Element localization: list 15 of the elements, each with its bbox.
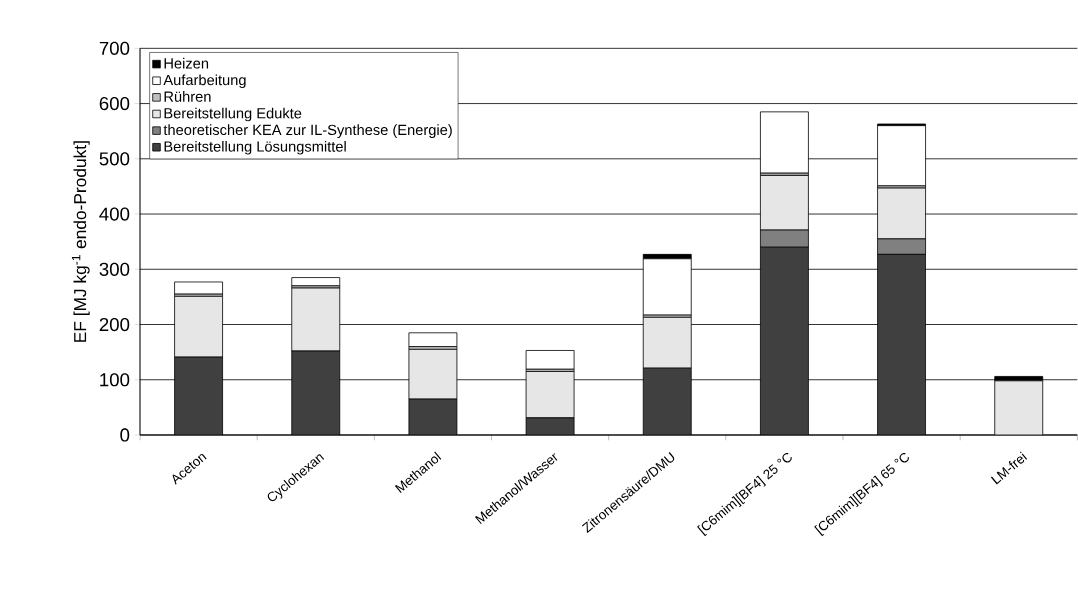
y-tick-label: 500 — [99, 152, 130, 166]
legend-label: Aufarbeitung — [163, 74, 246, 89]
y-tick-label: 100 — [100, 373, 130, 387]
y-tick-label: 400 — [99, 207, 130, 221]
y-tick-label: 600 — [99, 96, 130, 111]
legend-label: Bereitstellung Lösungsmittel — [164, 140, 346, 155]
legend-label: Rühren — [164, 91, 211, 102]
legend-label: Heizen — [164, 57, 209, 69]
y-tick-label: 300 — [99, 262, 130, 276]
y-tick-label: 700 — [99, 41, 130, 55]
legend-label: theoretischer KEA zur IL-Synthese (Energie) — [163, 124, 452, 138]
y-tick-label: 200 — [99, 317, 130, 332]
y-axis-title: EF [MJ kg$^{-1}$ endo-Produkt] — [71, 141, 90, 342]
y-tick-label: 0 — [120, 428, 130, 442]
legend-label: Bereitstellung Edukte — [164, 107, 302, 122]
